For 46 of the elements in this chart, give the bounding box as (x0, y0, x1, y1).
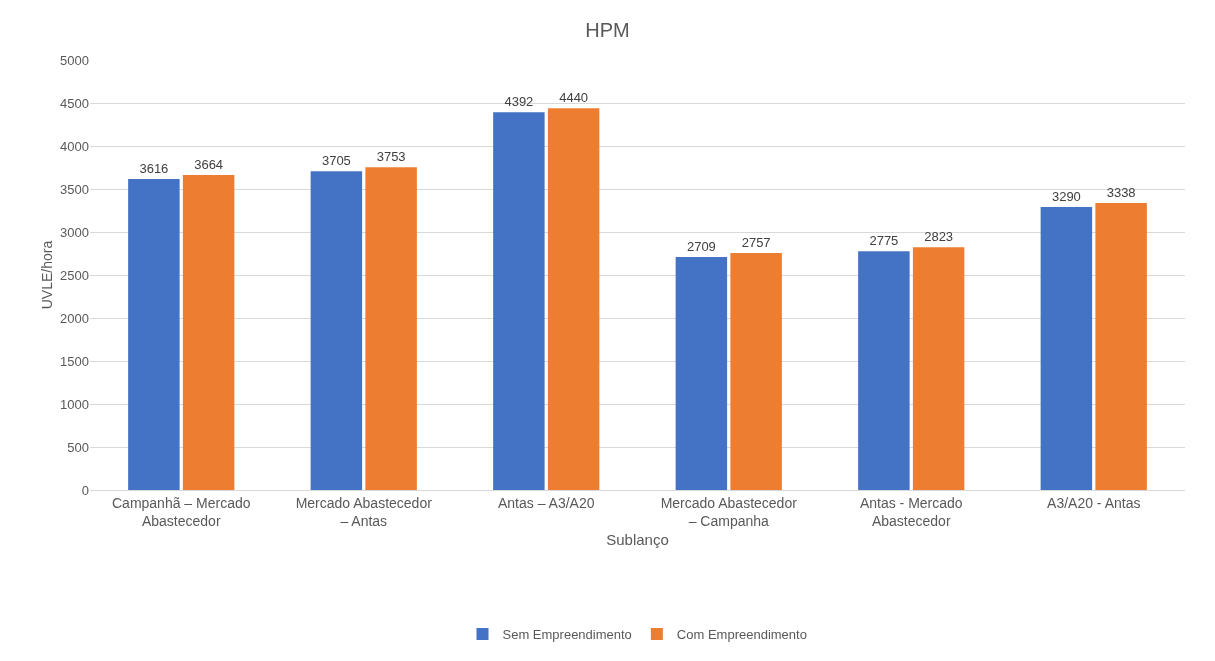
x-tick-label: Mercado Abastecedor – Campanha (660, 494, 798, 529)
x-tick-label: Antas - Mercado Abastecedor (859, 494, 963, 529)
y-tick-label: 2000 (60, 310, 89, 326)
x-tick-label: Campanhã – Mercado Abastecedor (111, 494, 251, 529)
data-label: 2757 (741, 234, 771, 250)
bar (128, 179, 180, 490)
data-label: 2823 (924, 229, 954, 245)
y-tick-label: 500 (67, 439, 89, 455)
legend-label: Sem Empreendimento (502, 627, 632, 643)
bar (675, 257, 728, 490)
data-label: 3705 (321, 153, 351, 169)
y-tick-label: 5000 (60, 52, 89, 68)
x-tick-label: Mercado Abastecedor – Antas (295, 494, 433, 529)
y-tick-label: 3000 (60, 224, 89, 240)
data-label: 2775 (869, 233, 899, 249)
data-label: 4392 (504, 94, 534, 110)
bar (547, 108, 600, 490)
bar (912, 247, 965, 490)
data-label: 3338 (1106, 184, 1136, 200)
data-label: 2709 (686, 239, 716, 255)
y-tick-label: 3500 (60, 181, 89, 197)
bar (1095, 202, 1147, 490)
data-label: 3616 (139, 161, 169, 177)
y-tick-label: 1000 (60, 396, 89, 412)
data-label: 3753 (376, 149, 406, 165)
bar (1040, 207, 1093, 490)
legend-label: Com Empreendimento (676, 627, 807, 643)
bar (365, 167, 417, 490)
chart-title: HPM (585, 19, 630, 42)
bar (182, 174, 235, 490)
x-tick-label: A3/A20 - Antas (1047, 494, 1141, 511)
bar (493, 112, 545, 490)
y-tick-label: 0 (81, 482, 89, 498)
y-tick-label: 4500 (60, 95, 89, 111)
data-label: 4440 (559, 90, 589, 106)
bar (730, 252, 782, 490)
data-label: 3290 (1051, 189, 1081, 205)
y-tick-label: 4000 (60, 138, 89, 154)
data-label: 3664 (194, 156, 224, 172)
x-axis-title: Sublanço (606, 531, 669, 548)
x-tick-label: Antas – A3/A20 (497, 494, 595, 511)
y-tick-label: 2500 (60, 267, 89, 283)
bar (310, 171, 363, 490)
y-axis-title: UVLE/hora (39, 240, 55, 310)
bar (858, 251, 910, 490)
y-tick-label: 1500 (60, 353, 89, 369)
